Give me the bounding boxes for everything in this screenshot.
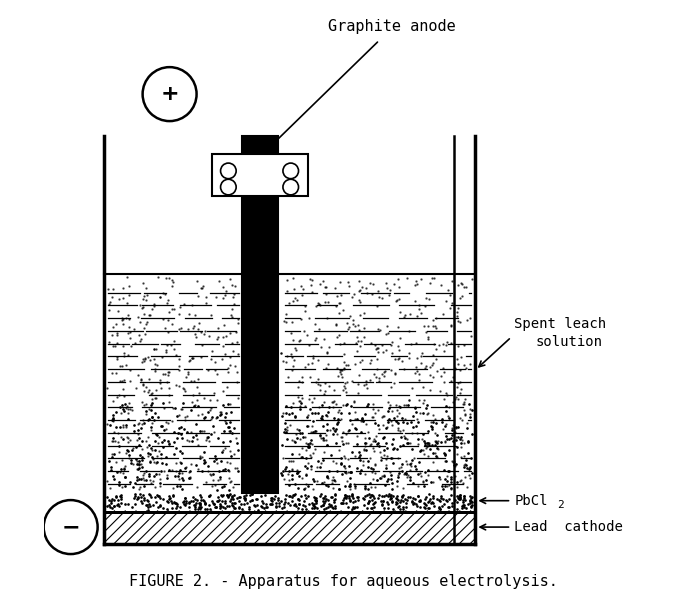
Text: 2: 2 [558,500,564,510]
Circle shape [221,179,236,195]
Bar [242,136,278,493]
Text: FIGURE 2. - Apparatus for aqueous electrolysis.: FIGURE 2. - Apparatus for aqueous electr… [129,574,558,589]
Bar [104,274,475,493]
Circle shape [44,500,98,554]
Circle shape [221,163,236,179]
Bar [104,511,475,544]
Text: −: − [61,517,80,537]
Bar [104,493,475,511]
Circle shape [283,163,299,179]
Circle shape [283,179,299,195]
Text: Spent leach: Spent leach [515,317,607,331]
Text: Graphite anode: Graphite anode [328,19,455,34]
Bar [212,154,308,196]
Text: Lead  cathode: Lead cathode [515,520,623,534]
Text: PbCl: PbCl [515,494,548,508]
Text: +: + [160,84,179,104]
Circle shape [143,67,196,121]
Bar [104,511,475,514]
Text: solution: solution [535,335,602,349]
